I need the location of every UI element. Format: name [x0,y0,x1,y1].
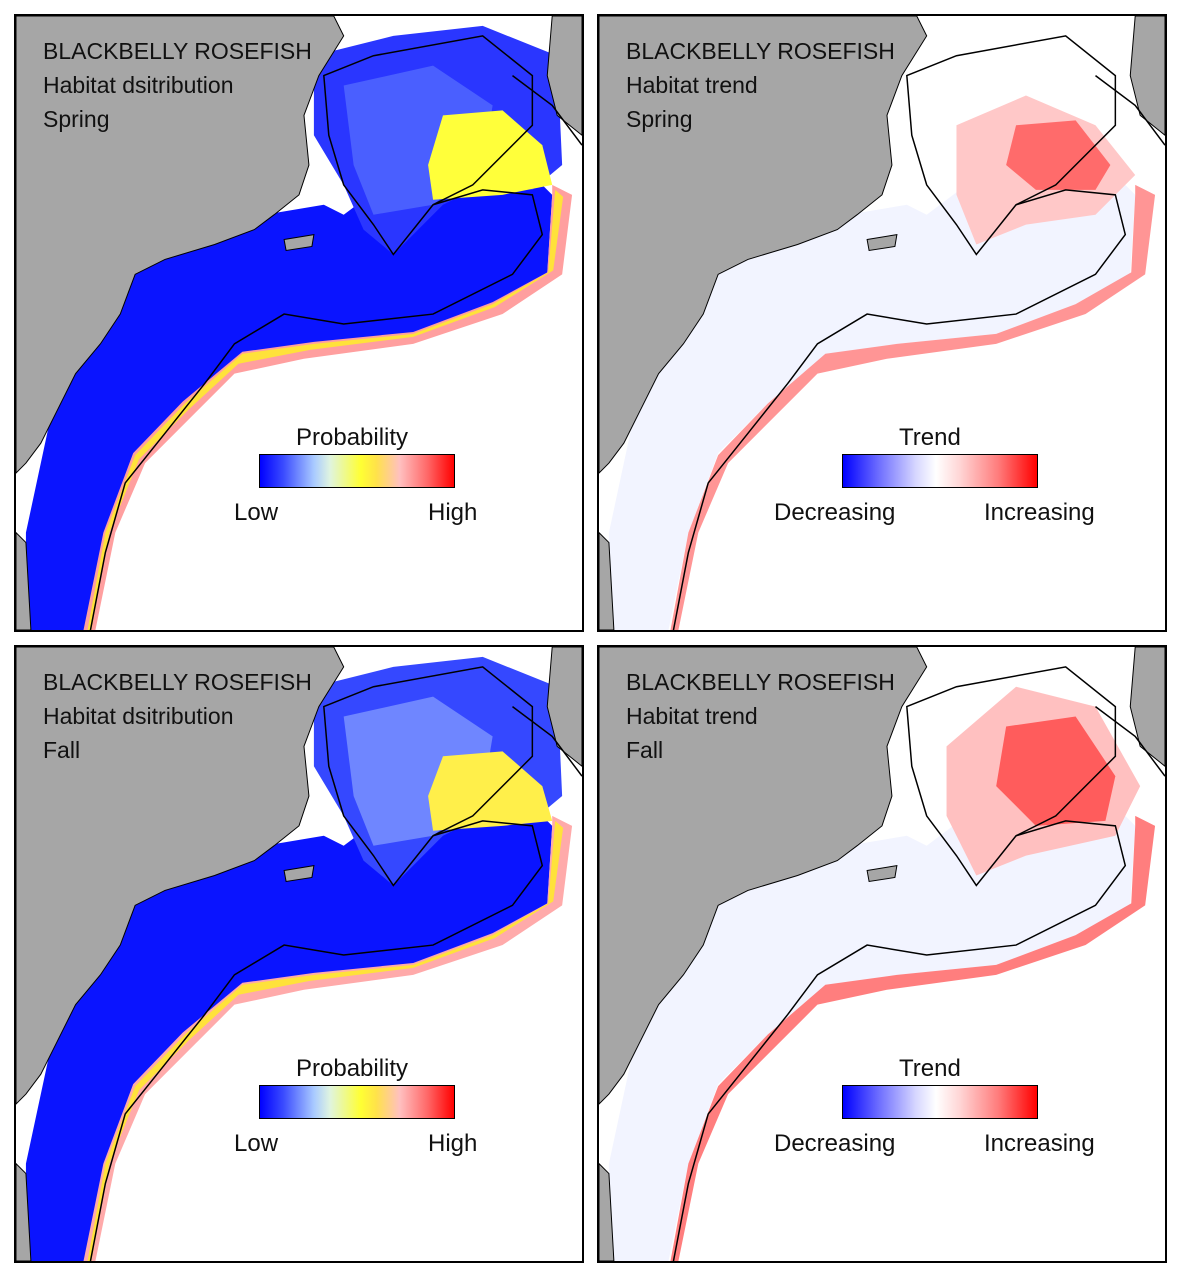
legend-color-bar [842,1085,1038,1119]
habitat-map [16,647,582,1261]
land-layer [16,16,582,630]
depth-contours [672,35,1165,630]
map-type-title: Habitat trend [626,72,758,98]
trend-layer [608,686,1156,1261]
panel-titles: BLACKBELLY ROSEFISH Habitat trend Spring [626,34,895,136]
map-type-title: Habitat trend [626,703,758,729]
season-title: Fall [43,737,81,763]
probability-layer [25,656,573,1261]
land-layer [599,16,1165,630]
legend-high-label: Increasing [984,1130,1095,1157]
land-layer [599,647,1165,1261]
legend-color-bar [842,454,1038,488]
depth-contours [89,666,582,1261]
legend-low-label: Decreasing [774,499,896,526]
legend-title: Trend [899,1055,961,1082]
map-panel-trend-fall: BLACKBELLY ROSEFISH Habitat trend Fall T… [597,645,1167,1263]
legend-low-label: Decreasing [774,1130,896,1157]
species-title: BLACKBELLY ROSEFISH [43,38,312,64]
legend-title: Probability [296,1055,409,1082]
habitat-map [599,647,1165,1261]
season-title: Fall [626,737,664,763]
panel-titles: BLACKBELLY ROSEFISH Habitat trend Fall [626,665,895,767]
species-title: BLACKBELLY ROSEFISH [43,669,312,695]
legend-title: Probability [296,424,409,451]
legend-high-label: Increasing [984,499,1095,526]
legend-color-bar [259,454,455,488]
legend-title: Trend [899,424,961,451]
probability-layer [25,25,573,630]
legend-high-label: High [428,1130,478,1157]
depth-contours [672,666,1165,1261]
map-panel-trend-spring: BLACKBELLY ROSEFISH Habitat trend Spring… [597,14,1167,632]
legend-high-label: High [428,499,478,526]
land-layer [16,647,582,1261]
season-title: Spring [43,106,110,132]
depth-contours [89,35,582,630]
map-type-title: Habitat dsitribution [43,703,234,729]
species-title: BLACKBELLY ROSEFISH [626,669,895,695]
panel-titles: BLACKBELLY ROSEFISH Habitat dsitribution… [43,665,312,767]
legend-low-label: Low [234,1130,279,1157]
trend-layer [608,95,1156,630]
panel-titles: BLACKBELLY ROSEFISH Habitat dsitribution… [43,34,312,136]
map-panel-distribution-fall: BLACKBELLY ROSEFISH Habitat dsitribution… [14,645,584,1263]
species-title: BLACKBELLY ROSEFISH [626,38,895,64]
map-type-title: Habitat dsitribution [43,72,234,98]
habitat-map [599,16,1165,630]
legend-low-label: Low [234,499,279,526]
legend-color-bar [259,1085,455,1119]
habitat-map [16,16,582,630]
map-panel-distribution-spring: BLACKBELLY ROSEFISH Habitat dsitribution… [14,14,584,632]
season-title: Spring [626,106,693,132]
